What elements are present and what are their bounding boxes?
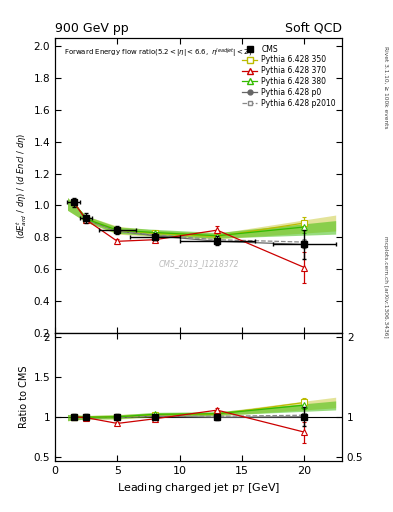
Text: Forward Energy flow ratio$(5.2 < |\eta| < 6.6,\ \eta^{leadjet}| < 2)$: Forward Energy flow ratio$(5.2 < |\eta| … [64, 46, 252, 59]
Text: Rivet 3.1.10, ≥ 100k events: Rivet 3.1.10, ≥ 100k events [383, 46, 388, 129]
X-axis label: Leading charged jet p$_{T}$ [GeV]: Leading charged jet p$_{T}$ [GeV] [117, 481, 280, 495]
Y-axis label: Ratio to CMS: Ratio to CMS [19, 366, 29, 428]
Text: 900 GeV pp: 900 GeV pp [55, 22, 129, 34]
Text: Soft QCD: Soft QCD [285, 22, 342, 34]
Legend: CMS, Pythia 6.428 350, Pythia 6.428 370, Pythia 6.428 380, Pythia 6.428 p0, Pyth: CMS, Pythia 6.428 350, Pythia 6.428 370,… [239, 41, 339, 111]
Y-axis label: $(dE^{t}_{ard}\ /\ d\eta)\ /\ (d\ Encl\ /\ d\eta)$: $(dE^{t}_{ard}\ /\ d\eta)\ /\ (d\ Encl\ … [15, 132, 29, 239]
Text: CMS_2013_I1218372: CMS_2013_I1218372 [158, 259, 239, 268]
Text: mcplots.cern.ch [arXiv:1306.3436]: mcplots.cern.ch [arXiv:1306.3436] [383, 236, 388, 337]
